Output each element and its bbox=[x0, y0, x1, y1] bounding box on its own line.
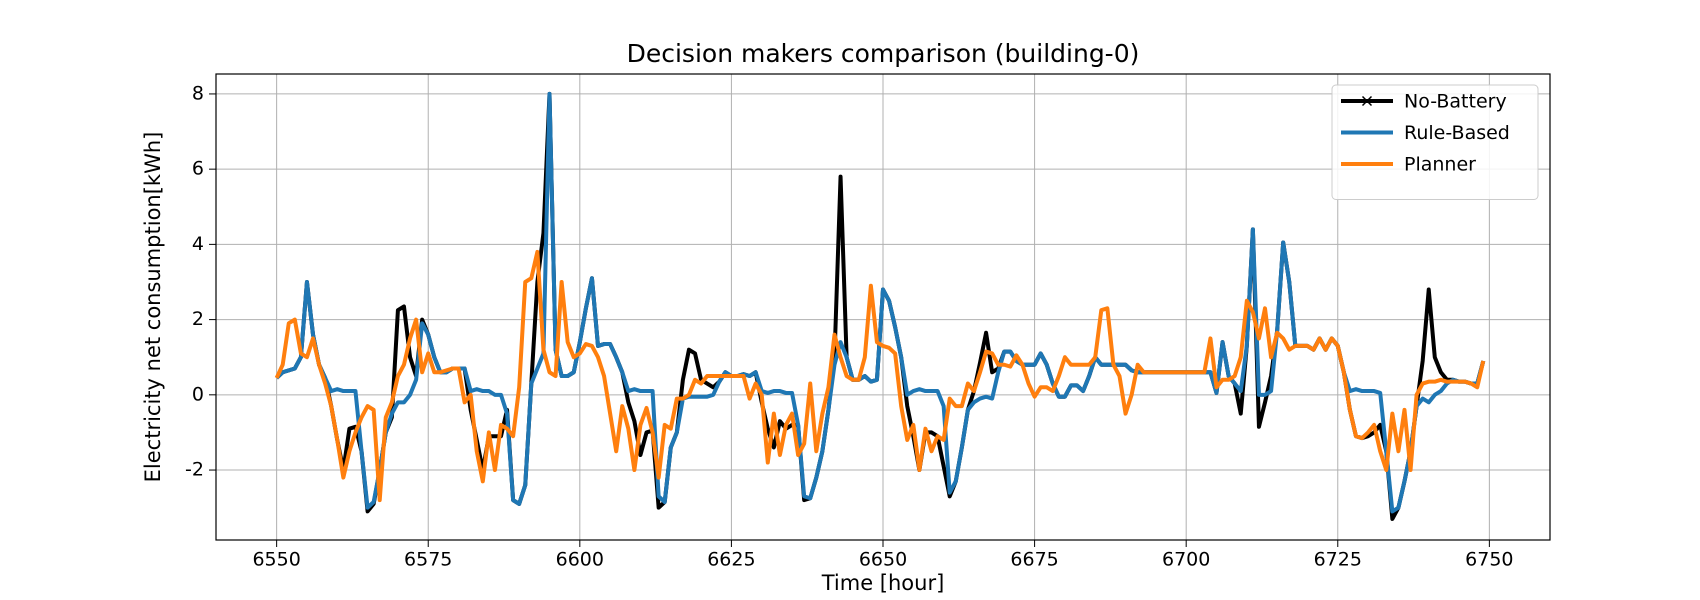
x-tick-label: 6700 bbox=[1162, 549, 1210, 571]
chart-title: Decision makers comparison (building-0) bbox=[627, 39, 1140, 68]
y-tick-label: -2 bbox=[185, 459, 204, 481]
x-tick-label: 6650 bbox=[859, 549, 907, 571]
series-line bbox=[274, 249, 1486, 503]
legend: No-Battery Rule-Based Planner bbox=[1331, 84, 1539, 200]
legend-label: Planner bbox=[1404, 154, 1476, 176]
x-tick-label: 6575 bbox=[404, 549, 452, 571]
legend-label: Rule-Based bbox=[1404, 122, 1510, 144]
x-tick-label: 6675 bbox=[1010, 549, 1058, 571]
x-tick-label: 6550 bbox=[252, 549, 300, 571]
y-tick-label: 8 bbox=[192, 82, 204, 104]
x-tick-label: 6600 bbox=[556, 549, 604, 571]
y-tick-label: 2 bbox=[192, 308, 204, 330]
legend-box bbox=[1331, 84, 1539, 200]
x-tick-label: 6750 bbox=[1465, 549, 1513, 571]
y-tick-label: 0 bbox=[192, 383, 204, 405]
legend-marker bbox=[1361, 95, 1373, 107]
y-tick-label: 6 bbox=[192, 158, 204, 180]
x-tick-label: 6625 bbox=[707, 549, 755, 571]
legend-label: No-Battery bbox=[1404, 91, 1507, 113]
x-tick-label: 6725 bbox=[1314, 549, 1362, 571]
y-axis-label: Electricity net consumption[kWh] bbox=[141, 132, 165, 483]
series-line bbox=[275, 91, 1486, 514]
x-axis-label: Time [hour] bbox=[821, 571, 945, 595]
y-tick-label: 4 bbox=[192, 233, 204, 255]
plot-frame bbox=[215, 73, 1551, 541]
